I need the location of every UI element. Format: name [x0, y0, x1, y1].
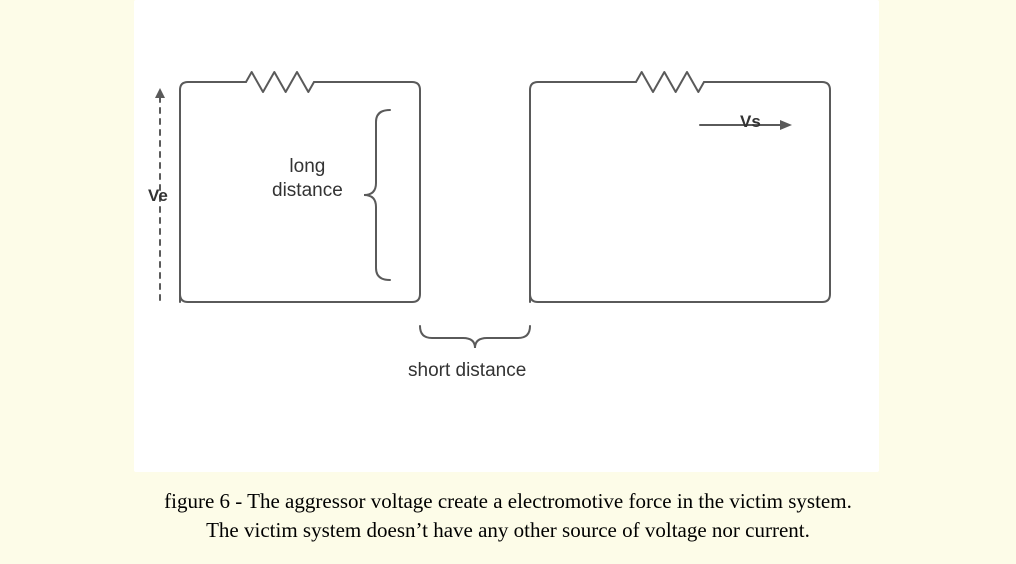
ve-label: Ve	[148, 186, 168, 206]
vs-label: Vs	[740, 112, 761, 132]
caption-line-1: figure 6 - The aggressor voltage create …	[164, 489, 852, 513]
short-distance-label: short distance	[408, 360, 526, 382]
figure-caption: figure 6 - The aggressor voltage create …	[16, 487, 1000, 546]
circuit-svg	[0, 0, 1016, 564]
long-distance-label: long distance	[272, 155, 343, 203]
figure-canvas: Ve Vs long distance short distance figur…	[0, 0, 1016, 564]
caption-line-2: The victim system doesn’t have any other…	[206, 518, 810, 542]
